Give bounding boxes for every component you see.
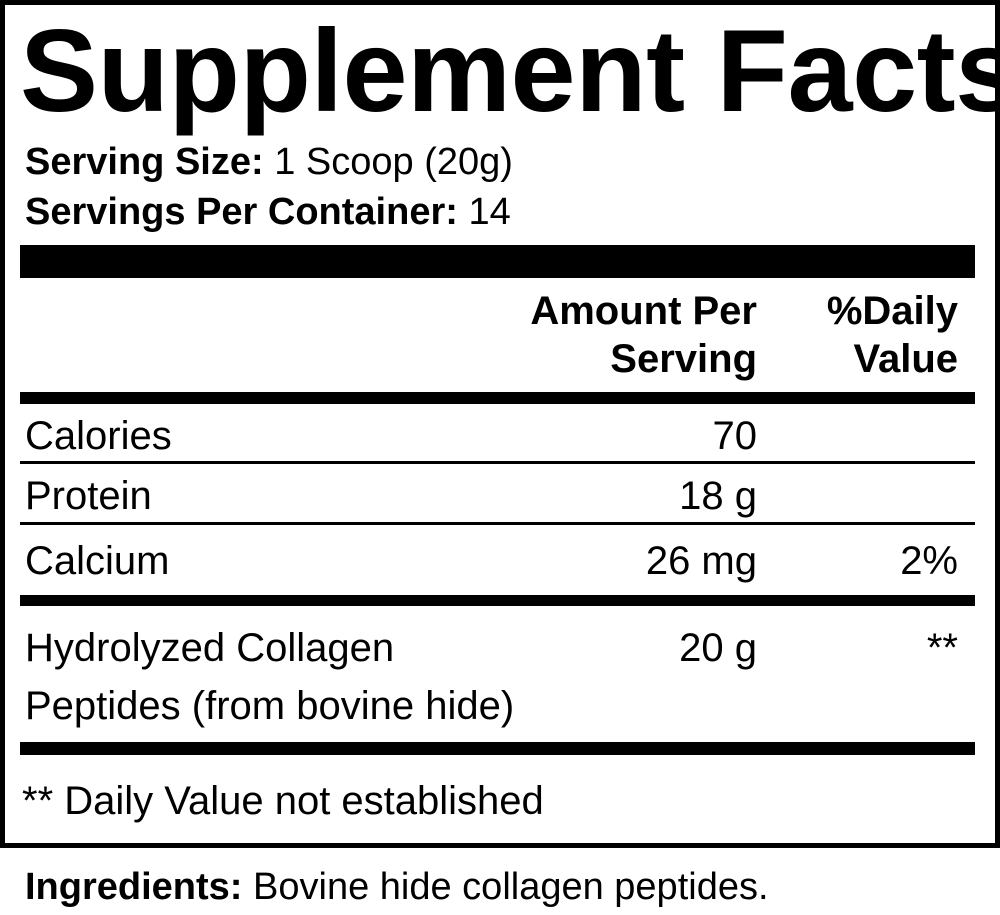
- thick-divider: [20, 245, 975, 278]
- ingredients-label: Ingredients:: [25, 866, 243, 908]
- nutrient-name: Calcium: [25, 539, 170, 583]
- footnote: ** Daily Value not established: [22, 779, 544, 823]
- ingredient-name-line2: Peptides (from bovine hide): [25, 684, 515, 728]
- ingredients-value: Bovine hide collagen peptides.: [253, 866, 769, 908]
- serving-size-label: Serving Size:: [25, 141, 264, 183]
- header-divider: [20, 392, 975, 404]
- nutrient-name: Calories: [25, 414, 172, 458]
- header-dv-line2: Value: [853, 337, 958, 381]
- nutrient-amount: 18 g: [679, 474, 757, 518]
- ingredients: Ingredients: Bovine hide collagen peptid…: [25, 868, 769, 906]
- thick-divider: [20, 742, 975, 755]
- nutrient-amount: 70: [712, 414, 758, 458]
- ingredient-amount: 20 g: [679, 626, 757, 670]
- serving-size: Serving Size: 1 Scoop (20g): [25, 143, 513, 181]
- header-amount-line1: Amount Per: [530, 289, 757, 333]
- header-amount-line2: Serving: [610, 337, 757, 381]
- nutrient-amount: 26 mg: [645, 539, 757, 583]
- ingredient-name-line1: Hydrolyzed Collagen: [25, 626, 395, 670]
- servings-per-container-value: 14: [468, 191, 511, 233]
- ingredient-daily-value: **: [926, 626, 958, 670]
- header-dv-line1: %Daily: [826, 289, 958, 333]
- nutrient-name: Protein: [25, 474, 152, 518]
- row-divider: [20, 522, 975, 525]
- servings-per-container: Servings Per Container: 14: [25, 193, 511, 231]
- servings-per-container-label: Servings Per Container:: [25, 191, 458, 233]
- thick-divider: [20, 595, 975, 606]
- nutrient-daily-value: 2%: [900, 539, 958, 583]
- row-divider: [20, 461, 975, 464]
- serving-size-value: 1 Scoop (20g): [274, 141, 513, 183]
- panel-title: Supplement Facts: [20, 5, 1000, 136]
- supplement-facts-panel: [0, 0, 1000, 848]
